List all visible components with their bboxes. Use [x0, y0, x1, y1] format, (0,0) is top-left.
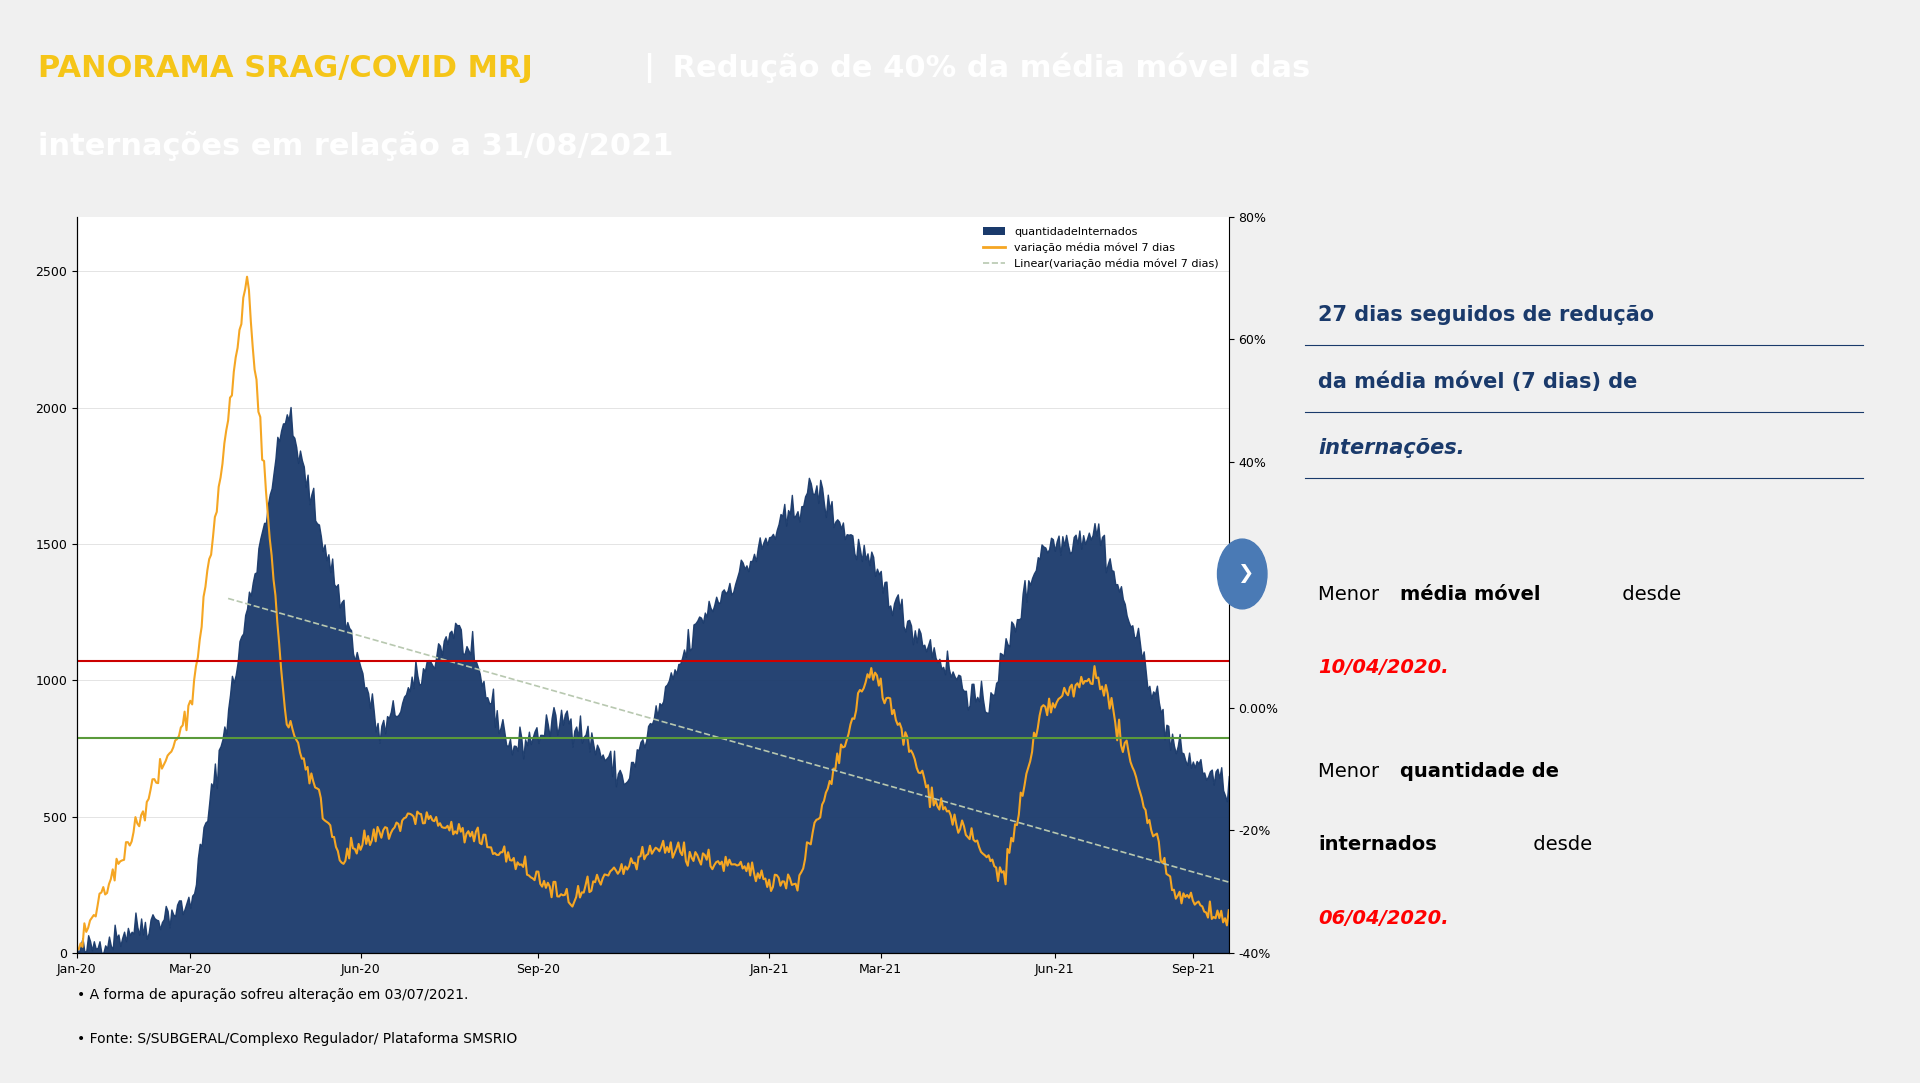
Text: internações.: internações. — [1317, 438, 1465, 457]
variação média móvel 7 dias — [662, 847, 685, 860]
variação média móvel 7 dias — [858, 671, 881, 684]
Text: Menor: Menor — [1317, 585, 1384, 604]
Line: variação média móvel 7 dias: variação média móvel 7 dias — [77, 277, 1229, 950]
Text: da média móvel (7 dias) de: da média móvel (7 dias) de — [1317, 371, 1638, 392]
Text: média móvel: média móvel — [1400, 585, 1540, 604]
variação média móvel 7 dias — [1217, 903, 1240, 916]
variação média móvel 7 dias — [678, 846, 701, 859]
Text: 06/04/2020.: 06/04/2020. — [1317, 909, 1448, 928]
Text: desde: desde — [1617, 585, 1680, 604]
Legend: quantidadeInternados, variação média móvel 7 dias, Linear(variação média móvel 7: quantidadeInternados, variação média móv… — [979, 222, 1223, 273]
Text: 27 dias seguidos de redução: 27 dias seguidos de redução — [1317, 305, 1653, 325]
Text: • A forma de apuração sofreu alteração em 03/07/2021.: • A forma de apuração sofreu alteração e… — [77, 988, 468, 1002]
Text: Redução de 40% da média móvel das: Redução de 40% da média móvel das — [662, 53, 1311, 83]
Text: ❯: ❯ — [1236, 564, 1254, 584]
Text: internações em relação a 31/08/2021: internações em relação a 31/08/2021 — [38, 131, 674, 161]
Text: 10/04/2020.: 10/04/2020. — [1317, 658, 1448, 678]
variação média móvel 7 dias — [766, 869, 789, 882]
Text: |: | — [643, 53, 655, 83]
variação média móvel 7 dias — [929, 792, 952, 805]
Text: • Fonte: S/SUBGERAL/Complexo Regulador/ Plataforma SMSRIO: • Fonte: S/SUBGERAL/Complexo Regulador/ … — [77, 1032, 516, 1046]
Text: desde: desde — [1526, 835, 1597, 854]
variação média móvel 7 dias — [622, 857, 645, 870]
variação média móvel 7 dias — [236, 271, 259, 284]
Circle shape — [1217, 539, 1267, 609]
Text: PANORAMA SRAG/COVID MRJ: PANORAMA SRAG/COVID MRJ — [38, 54, 534, 82]
Text: Menor: Menor — [1317, 761, 1384, 781]
variação média móvel 7 dias — [65, 943, 88, 956]
Text: quantidade de: quantidade de — [1400, 761, 1559, 781]
Text: internados: internados — [1317, 835, 1436, 854]
